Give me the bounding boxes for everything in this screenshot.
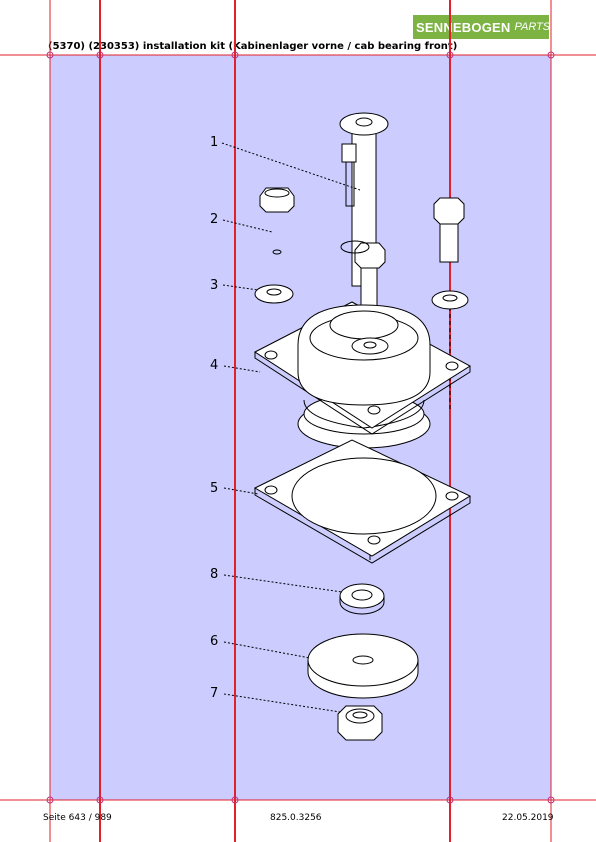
callout-7: 7 [210,686,218,701]
logo-sub: PARTS [514,21,551,33]
callout-1: 1 [210,135,218,150]
callout-4: 4 [210,358,218,373]
logo-brand: SENNEBOGEN [416,19,511,35]
callout-5: 5 [210,481,218,496]
part-8-spacer-washer [339,583,385,615]
part-2-hex-nut [259,187,295,255]
page-title: (5370) (230353) installation kit (Kabine… [48,41,458,52]
part-6-cover-disc [307,633,419,699]
part-7-bottom-nut [337,705,383,741]
callout-8: 8 [210,567,218,582]
center-hex-bolt [340,240,386,307]
sennebogen-parts-logo: SENNEBOGEN PARTS [413,15,551,39]
callout-2: 2 [210,212,218,227]
footer-part-code: 825.0.3256 [270,813,322,823]
footer-date: 22.05.2019 [502,813,554,823]
part-5-base-plate [253,439,472,564]
right-hex-bolt [433,197,465,263]
washer-right [431,290,469,310]
callout-6: 6 [210,634,218,649]
parts [221,112,472,741]
callout-3: 3 [210,278,218,293]
leader-lines [221,142,361,713]
part-4-cab-bearing-mount [254,301,471,449]
grid-markers [46,51,555,804]
part-3-washer-left [254,284,294,304]
footer-page-number: Seite 643 / 989 [43,813,112,823]
